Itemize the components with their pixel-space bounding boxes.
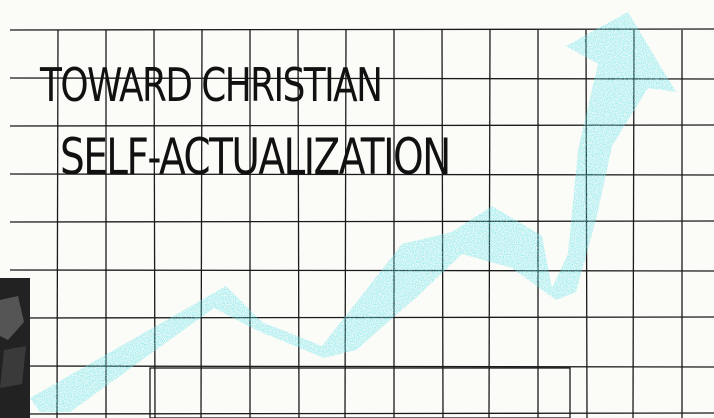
grid-line-vertical	[297, 29, 300, 418]
graph-grid	[9, 28, 714, 418]
grid-line-horizontal	[9, 28, 714, 31]
grid-frame-segment	[149, 367, 571, 418]
grid-line-vertical	[344, 29, 347, 418]
grid-line-horizontal	[9, 220, 714, 223]
grid-line-vertical	[153, 29, 156, 418]
grid-line-vertical	[441, 29, 444, 418]
photo-fragment	[0, 278, 30, 418]
grid-line-vertical	[56, 29, 59, 418]
title-line-1: TOWARD CHRISTIAN	[40, 58, 383, 112]
rising-arrow-graphic	[30, 12, 676, 412]
grid-line-vertical	[200, 29, 203, 418]
title-line-2: SELF-ACTUALIZATION	[60, 128, 451, 186]
grid-line-horizontal	[9, 269, 714, 272]
grid-line-horizontal	[9, 412, 714, 415]
